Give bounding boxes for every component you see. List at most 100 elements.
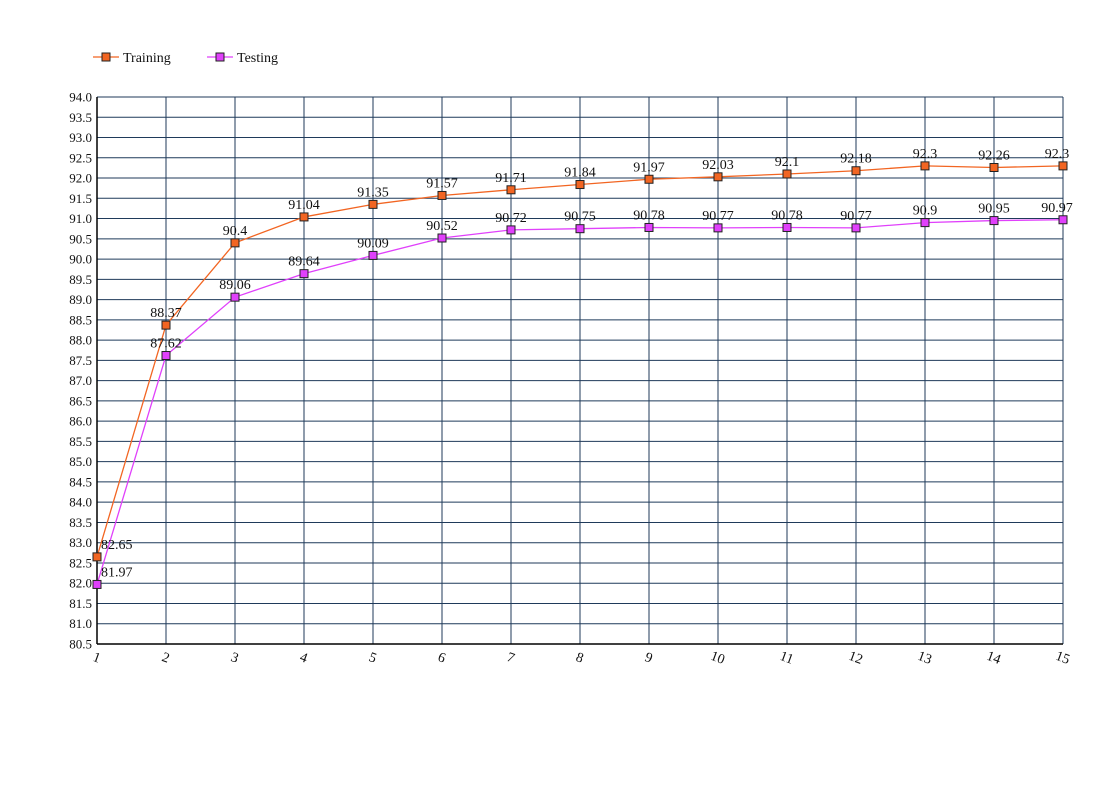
data-label-testing: 90.75 [564,210,596,225]
legend: Training Testing [93,51,278,66]
data-point-training [782,169,792,179]
data-point-testing [851,223,861,233]
y-tick-label: 89.5 [69,272,92,287]
data-label-training: 91.57 [426,176,458,191]
y-tick-label: 87.0 [69,373,92,388]
y-tick-label: 91.0 [69,211,92,226]
y-tick-label: 89.0 [69,292,92,307]
data-point-testing [575,224,585,234]
data-point-training [920,161,930,171]
y-tick-label: 91.5 [69,191,92,206]
data-label-training: 91.04 [288,198,320,213]
data-point-training [230,238,240,248]
x-tick-label: 15 [1053,649,1071,668]
y-tick-label: 93.0 [69,130,92,145]
data-point-training [437,190,447,200]
data-point-training [161,320,171,330]
data-point-training [92,552,102,562]
y-tick-label: 86.5 [69,393,92,408]
data-point-training [1058,161,1068,171]
y-axis-ticks: 80.5 81.0 81.5 82.0 82.5 83.0 83.5 84.0 84.5 85.0… [69,90,92,652]
data-label-testing: 90.52 [426,219,458,234]
y-tick-label: 82.5 [69,555,92,570]
x-tick-label: 10 [708,649,726,668]
data-point-testing [1058,215,1068,225]
data-label-training: 92.26 [978,149,1010,164]
data-label-testing: 89.64 [288,255,320,270]
data-point-training [713,172,723,182]
y-tick-label: 86.0 [69,414,92,429]
data-point-testing [92,579,102,589]
y-tick-label: 92.0 [69,171,92,186]
x-tick-label: 11 [778,649,796,668]
data-point-testing [368,250,378,260]
series-layer [92,161,1068,589]
data-point-training [575,180,585,190]
legend-label-testing: Testing [237,51,278,66]
x-tick-label: 8 [574,650,586,666]
data-label-testing: 90.72 [495,211,527,226]
y-tick-label: 90.5 [69,231,92,246]
legend-label-training: Training [123,51,171,66]
y-tick-label: 87.5 [69,353,92,368]
y-tick-label: 81.5 [69,596,92,611]
y-tick-label: 94.0 [69,90,92,105]
data-point-testing [989,216,999,226]
x-tick-label: 13 [915,649,933,668]
y-tick-label: 85.0 [69,454,92,469]
x-axis-ticks: 1 2 3 4 5 6 7 8 9 10 11 12 13 14 15 [91,649,1072,668]
data-point-testing [713,223,723,233]
data-point-testing [161,351,171,361]
data-label-testing: 81.97 [101,565,133,580]
data-label-testing: 90.09 [357,236,389,251]
data-point-training [299,212,309,222]
legend-marker [215,52,225,62]
data-label-testing: 90.9 [913,204,938,219]
grid [96,96,1064,645]
legend-marker [101,52,111,62]
data-label-testing: 87.62 [150,337,182,352]
x-tick-label: 12 [846,649,864,668]
y-tick-label: 84.5 [69,474,92,489]
data-point-training [506,185,516,195]
y-tick-label: 88.5 [69,312,92,327]
data-point-testing [506,225,516,235]
data-label-training: 91.35 [357,185,389,200]
data-point-testing [782,222,792,232]
y-tick-label: 82.0 [69,576,92,591]
data-label-testing: 90.78 [771,208,803,223]
y-tick-label: 83.5 [69,515,92,530]
data-point-training [989,163,999,173]
data-label-testing: 90.77 [702,209,734,224]
y-tick-label: 85.5 [69,434,92,449]
data-point-training [644,174,654,184]
data-label-testing: 90.97 [1041,201,1073,216]
data-label-training: 92.3 [913,147,938,162]
y-tick-label: 84.0 [69,495,92,510]
y-tick-label: 93.5 [69,110,92,125]
data-point-testing [299,269,309,279]
data-point-testing [230,292,240,302]
x-tick-label: 14 [984,649,1002,668]
data-label-training: 91.84 [564,166,596,181]
data-point-testing [644,222,654,232]
data-label-training: 91.97 [633,160,665,175]
data-point-training [851,166,861,176]
y-tick-label: 92.5 [69,150,92,165]
data-label-training: 92.03 [702,158,734,173]
data-label-testing: 89.06 [219,278,251,293]
data-label-training: 82.65 [101,538,133,553]
data-point-testing [920,218,930,228]
x-tick-label: 1 [91,650,103,666]
x-tick-label: 5 [367,650,379,666]
y-tick-label: 90.0 [69,252,92,267]
data-label-training: 92.3 [1045,147,1070,162]
data-label-training: 91.71 [495,171,527,186]
y-tick-label: 80.5 [69,637,92,652]
x-tick-label: 4 [298,650,310,666]
x-tick-label: 6 [436,650,448,666]
data-label-testing: 90.95 [978,202,1010,217]
y-tick-label: 83.0 [69,535,92,550]
x-tick-label: 9 [643,650,655,666]
data-point-testing [437,233,447,243]
